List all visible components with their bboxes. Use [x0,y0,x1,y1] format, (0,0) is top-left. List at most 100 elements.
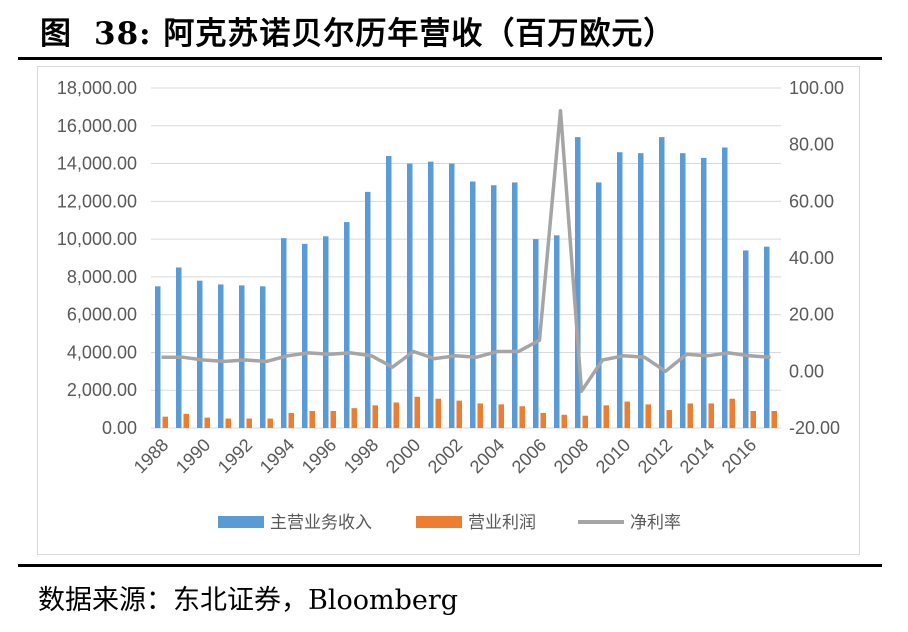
right-axis-tick-label: 0.00 [789,361,824,381]
profit-bar [225,418,231,428]
revenue-bar [701,157,707,428]
x-axis-tick-label: 2016 [718,435,760,477]
legend-revenue-swatch [218,516,264,528]
revenue-bar [512,182,518,428]
profit-bar [477,403,483,428]
right-axis-tick-label: 80.00 [789,135,834,155]
x-axis-tick-label: 2002 [424,435,466,477]
revenue-bar [239,285,245,428]
left-axis-tick-label: 4,000.00 [67,342,137,362]
profit-bar [498,404,504,428]
revenue-bar [554,235,560,428]
x-axis-tick-label: 1990 [172,435,214,477]
x-axis-tick-label: 2008 [550,435,592,477]
left-axis-tick-label: 6,000.00 [67,305,137,325]
left-axis-tick-label: 8,000.00 [67,267,137,287]
revenue-bar [638,153,644,428]
revenue-bar [302,243,308,428]
figure-label: 图 [40,16,72,52]
profit-bar [372,405,378,428]
revenue-bar [281,238,287,428]
figure-number: 38: [94,16,152,52]
chart-svg: 0.00 2,000.00 4,000.00 6,000.00 8,000.00 10,0… [57,78,844,533]
profit-bar [351,408,357,428]
profit-bar [414,396,420,428]
right-axis-tick-label: 40.00 [789,248,834,268]
revenue-bar [617,152,623,428]
right-axis-tick-label: -20.00 [789,418,840,438]
x-axis-tick-label: 2012 [634,435,676,477]
left-axis-tick-label: 18,000.00 [57,78,137,98]
left-axis-tick-label: 0.00 [102,418,137,438]
revenue-bar [323,236,329,428]
profit-bar [456,400,462,428]
profit-bar [204,417,210,428]
legend-revenue-label: 主营业务收入 [270,513,372,533]
profit-bar [624,401,630,428]
profit-bar [393,402,399,428]
left-axis-tick-label: 16,000.00 [57,116,137,136]
profit-bar [183,413,189,428]
profit-bar [309,411,315,428]
revenue-bar [680,153,686,428]
x-axis-tick-label: 1998 [340,435,382,477]
chart-frame: 0.00 2,000.00 4,000.00 6,000.00 8,000.00 10,0… [37,66,860,555]
left-axis-tick-label: 10,000.00 [57,229,137,249]
bottom-rule [18,564,882,567]
x-axis-tick-label: 1996 [298,435,340,477]
profit-bar [771,411,777,428]
left-axis-tick-label: 12,000.00 [57,191,137,211]
revenue-bar [386,156,392,428]
profit-bar [708,403,714,428]
revenue-bar [470,181,476,428]
top-rule [18,57,882,60]
x-axis-tick-label: 2010 [592,435,634,477]
legend-net-margin-label: 净利率 [630,513,681,533]
profit-bar [330,411,336,428]
left-axis-tick-label: 14,000.00 [57,154,137,174]
revenue-bar [260,286,266,428]
figure-title: 图 38: 阿克苏诺贝尔历年营收（百万欧元） [40,8,675,53]
x-axis-tick-label: 1994 [256,435,298,477]
revenue-bar [155,286,161,428]
x-axis-tick-label: 2000 [382,435,424,477]
revenue-bar [722,147,728,428]
profit-bar [519,406,525,428]
revenue-bar [449,163,455,429]
legend-profit-label: 营业利润 [468,513,536,533]
legend-profit-swatch [416,516,462,528]
profit-bar [582,415,588,428]
right-axis-tick-label: 20.00 [789,305,834,325]
profit-bar [435,398,441,428]
revenue-bar [596,182,602,428]
revenue-bar [743,250,749,428]
profit-bar [666,410,672,428]
revenue-bar [176,267,182,428]
revenue-bar [491,185,497,428]
profit-bar [162,416,168,428]
profit-bar [729,398,735,428]
profit-bar [246,418,252,428]
profit-bar [561,414,567,428]
revenue-bar [218,284,224,428]
profit-bar [603,405,609,428]
revenue-bar [764,246,770,428]
profit-bar [750,411,756,428]
revenue-bar [365,191,371,428]
left-axis-tick-label: 2,000.00 [67,380,137,400]
revenue-bar [428,161,434,428]
right-axis-tick-label: 60.00 [789,191,834,211]
revenue-bar [659,137,665,428]
revenue-bar [533,239,539,428]
revenue-bar [575,137,581,428]
profit-bar [540,412,546,428]
right-axis-tick-label: 100.00 [789,78,844,98]
revenue-bar [407,163,413,429]
revenue-bar [197,280,203,428]
profit-bar [687,403,693,428]
x-axis-tick-label: 2006 [508,435,550,477]
profit-bar [288,412,294,428]
x-axis-tick-label: 2014 [676,435,718,477]
source-note: 数据来源：东北证券，Bloomberg [38,585,459,616]
x-axis-tick-label: 1992 [214,435,256,477]
